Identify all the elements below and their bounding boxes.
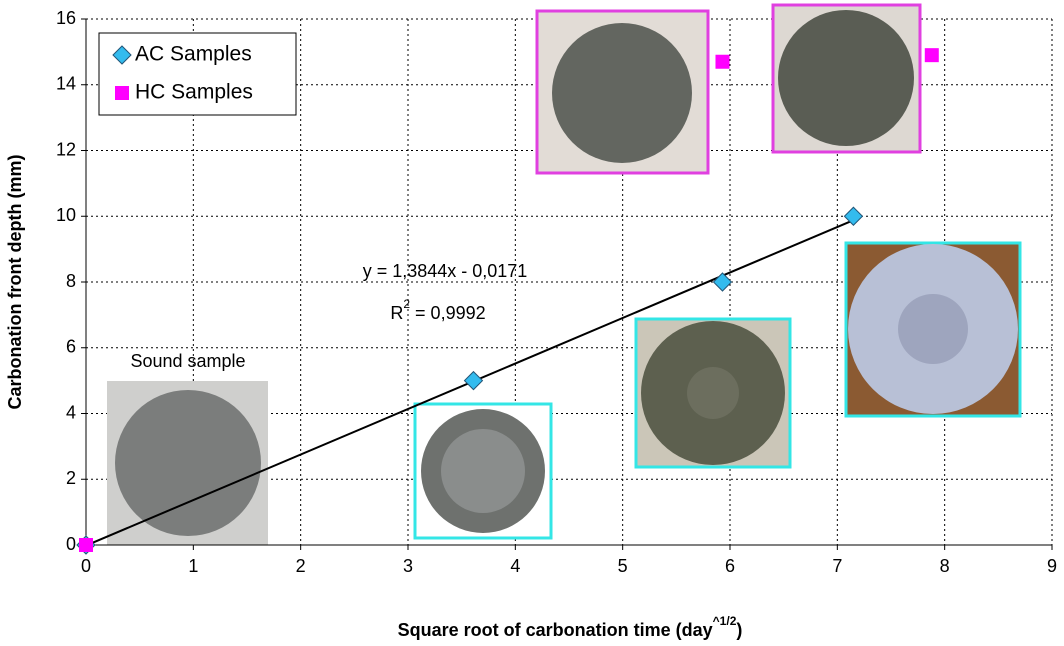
r2-base: R bbox=[390, 303, 403, 323]
y-tick-label: 4 bbox=[66, 402, 76, 422]
r2-rest: = 0,9992 bbox=[410, 303, 486, 323]
annotation: Sound sample bbox=[130, 351, 245, 371]
marker bbox=[924, 48, 939, 63]
y-tick-label: 2 bbox=[66, 468, 76, 488]
x-tick-label: 7 bbox=[832, 556, 842, 576]
x-axis-label: Square root of carbonation time (day^1/2… bbox=[398, 614, 743, 640]
marker bbox=[843, 206, 864, 226]
y-tick-label: 8 bbox=[66, 271, 76, 291]
x-tick-label: 0 bbox=[81, 556, 91, 576]
photo-sample-core bbox=[898, 294, 968, 364]
x-tick-label: 2 bbox=[296, 556, 306, 576]
y-tick-label: 12 bbox=[56, 139, 76, 159]
photo-sample-core bbox=[687, 367, 739, 419]
photo-sample bbox=[115, 390, 261, 536]
x-tick-label: 8 bbox=[940, 556, 950, 576]
y-tick-label: 14 bbox=[56, 74, 76, 94]
x-label-sup: ^1/2 bbox=[713, 614, 737, 628]
legend-label: AC Samples bbox=[135, 43, 252, 66]
legend-marker bbox=[115, 86, 129, 100]
y-tick-label: 0 bbox=[66, 534, 76, 554]
x-label-main: Square root of carbonation time (day bbox=[398, 620, 713, 640]
trend-r2: R2 = 0,9992 bbox=[390, 297, 485, 323]
legend: AC Samples HC Samples bbox=[98, 32, 297, 116]
photo-sample bbox=[778, 10, 914, 146]
x-tick-label: 3 bbox=[403, 556, 413, 576]
x-tick-label: 9 bbox=[1047, 556, 1057, 576]
y-axis-label: Carbonation front depth (mm) bbox=[5, 155, 25, 410]
marker bbox=[463, 370, 484, 391]
y-tick-label: 6 bbox=[66, 337, 76, 357]
r2-sup: 2 bbox=[403, 297, 410, 311]
legend-box bbox=[98, 32, 297, 116]
x-tick-label: 6 bbox=[725, 556, 735, 576]
legend-marker bbox=[112, 45, 132, 65]
photos bbox=[107, 3, 1022, 545]
x-tick-label: 1 bbox=[188, 556, 198, 576]
y-tick-label: 16 bbox=[56, 8, 76, 28]
marker bbox=[79, 538, 93, 552]
x-tick-label: 4 bbox=[510, 556, 520, 576]
marker bbox=[715, 54, 730, 69]
x-tick-label: 5 bbox=[618, 556, 628, 576]
photo-sample-core bbox=[441, 429, 525, 513]
y-tick-label: 10 bbox=[56, 205, 76, 225]
photo-sample bbox=[552, 23, 692, 163]
x-label-end: ) bbox=[736, 620, 742, 640]
marker bbox=[712, 272, 733, 292]
trend-equation: y = 1,3844x - 0,0171 bbox=[363, 261, 528, 281]
legend-label: HC Samples bbox=[135, 81, 253, 104]
